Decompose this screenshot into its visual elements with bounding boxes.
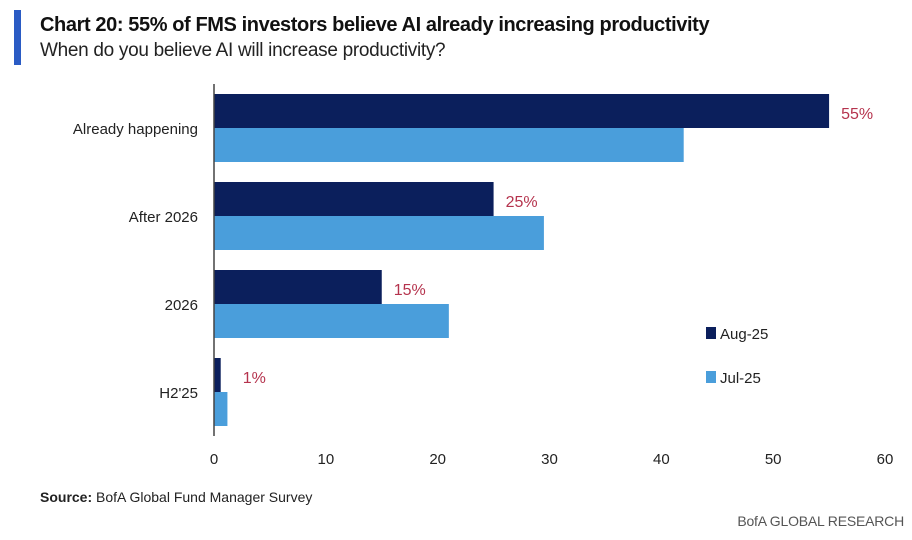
bar-aug-25 — [214, 182, 494, 216]
bar-jul-25 — [214, 128, 684, 162]
bar-jul-25 — [214, 216, 544, 250]
legend-swatch-jul-25 — [706, 371, 716, 383]
chart-subtitle: When do you believe AI will increase pro… — [40, 40, 446, 61]
x-tick-label: 0 — [210, 451, 218, 468]
chart-title: Chart 20: 55% of FMS investors believe A… — [40, 14, 710, 36]
data-label: 55% — [841, 106, 873, 123]
data-label: 25% — [506, 194, 538, 211]
x-tick-label: 60 — [877, 451, 894, 468]
title-accent-bar — [14, 10, 21, 65]
source-text: BofA Global Fund Manager Survey — [92, 489, 313, 505]
bar-aug-25 — [214, 358, 221, 392]
source-label: Source: — [40, 489, 93, 505]
legend-label: Aug-25 — [720, 326, 768, 343]
x-tick-label: 50 — [765, 451, 782, 468]
category-label: After 2026 — [129, 209, 198, 226]
category-label: 2026 — [165, 297, 198, 314]
bar-aug-25 — [214, 94, 830, 128]
bar-jul-25 — [214, 304, 449, 338]
x-tick-label: 40 — [653, 451, 670, 468]
x-tick-label: 20 — [429, 451, 446, 468]
x-tick-label: 30 — [541, 451, 558, 468]
x-tick-label: 10 — [317, 451, 334, 468]
legend-swatch-aug-25 — [706, 327, 716, 339]
source-note: Source: BofA Global Fund Manager Survey — [40, 489, 312, 505]
legend-label: Jul-25 — [720, 370, 761, 387]
category-label: H2'25 — [159, 385, 198, 402]
bar-aug-25 — [214, 270, 382, 304]
brand-footer: BofA GLOBAL RESEARCH — [737, 513, 904, 529]
category-label: Already happening — [73, 121, 198, 138]
data-label: 15% — [394, 282, 426, 299]
bar-jul-25 — [214, 392, 228, 426]
data-label: 1% — [243, 370, 266, 387]
